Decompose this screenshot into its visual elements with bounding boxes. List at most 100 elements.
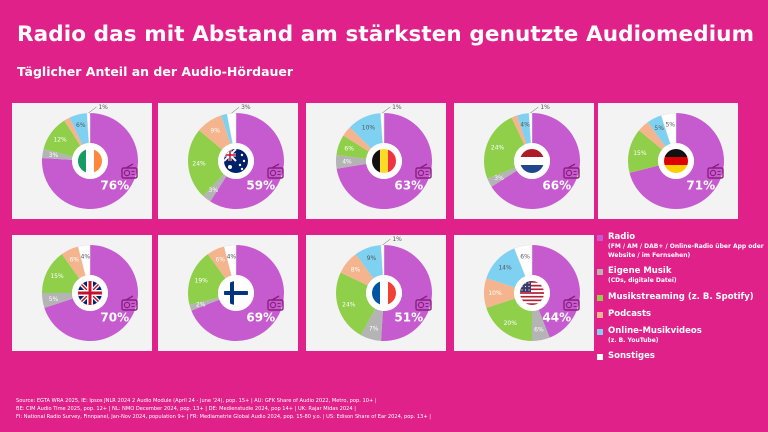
legend-label: Podcasts — [608, 308, 652, 319]
legend: Radio (FM / AM / DAB+ / Online-Radio übe… — [597, 232, 765, 368]
radio-icon — [707, 163, 724, 179]
donut-chart: 69% 2% 19% 6% 4% — [188, 244, 284, 341]
donut-chart: 66% 3% 24% 4% 1% — [484, 104, 580, 209]
slice-eigene-musik — [360, 308, 383, 341]
radio-icon — [563, 295, 580, 311]
value-label-eigene-musik: 5% — [49, 296, 59, 303]
legend-swatch-radio — [597, 235, 603, 241]
legend-label: Online-Musikvideos — [608, 325, 702, 336]
value-label-sonstiges: 3% — [241, 104, 251, 111]
slice-podcasts — [340, 254, 374, 286]
value-label-radio: 44% — [542, 310, 571, 324]
donut-chart: 63% 4% 6% 10% 1% — [336, 104, 432, 209]
slice-musikstreaming — [188, 130, 224, 196]
slice-eigene-musik — [203, 174, 227, 202]
slice-podcasts — [199, 115, 231, 150]
value-label-online-musikvideos: 6% — [76, 122, 86, 129]
donut-card-nl: 66% 3% 24% 4% 1% — [454, 103, 594, 219]
donut-card-be: 63% 4% 6% 10% 1% — [306, 103, 446, 219]
value-label-online-musikvideos: 5% — [654, 125, 664, 132]
value-label-podcasts: 6% — [69, 257, 79, 264]
source-line: FI: National Radio Survey, Finnpanel, Ja… — [16, 414, 431, 420]
slice-radio — [491, 113, 580, 209]
legend-swatch-sonstiges — [597, 354, 603, 360]
slice-radio — [532, 245, 580, 338]
value-label-musikstreaming: 6% — [344, 146, 354, 153]
slice-eigene-musik — [189, 297, 220, 311]
ireland-flag — [78, 149, 102, 173]
value-label-eigene-musik: 4% — [342, 159, 352, 166]
value-label-eigene-musik: 3% — [494, 175, 504, 182]
value-label-sonstiges: 5% — [665, 121, 675, 128]
finland-flag — [224, 281, 248, 305]
value-label-sonstiges: 6% — [520, 254, 530, 261]
legend-note: (FM / AM / DAB+ / Online-Radio über App … — [608, 243, 764, 259]
radio-icon — [121, 163, 138, 179]
radio-icon — [563, 163, 580, 179]
leader-line — [530, 106, 539, 114]
legend-label: Radio — [608, 232, 636, 242]
value-label-eigene-musik: 3% — [209, 187, 219, 194]
legend-item-sonstiges: Sonstiges — [597, 351, 765, 362]
value-label-online-musikvideos: 4% — [520, 122, 530, 129]
belgium-flag — [372, 149, 396, 173]
slice-online-musikvideos — [69, 113, 89, 145]
donut-card-uk: 70% 5% 15% 6% 4% — [12, 235, 152, 351]
value-label-eigene-musik: 2% — [196, 301, 206, 308]
legend-label: Eigene Musik — [608, 266, 672, 276]
slice-radio — [629, 113, 724, 209]
legend-item-podcasts: Podcasts — [597, 309, 765, 320]
value-label-eigene-musik: 7% — [369, 326, 379, 333]
leader-line — [88, 106, 97, 114]
value-label-online-musikvideos: 14% — [498, 265, 512, 272]
slice-podcasts — [639, 122, 666, 150]
radio-icon — [415, 163, 432, 179]
value-label-radio: 69% — [246, 310, 275, 324]
donut-chart: 76% 3% 12% 6% 1% — [42, 104, 138, 209]
value-label-podcasts: 6% — [215, 257, 225, 264]
source-line: Source: EGTA WRA 2025, IE: Ipsos JNLR 20… — [16, 398, 377, 404]
value-label-radio: 66% — [542, 178, 571, 192]
legend-item-radio: Radio (FM / AM / DAB+ / Online-Radio übe… — [597, 232, 765, 260]
value-label-radio: 51% — [394, 310, 423, 324]
donut-chart: 44% 6% 20% 10% 14% 6% — [484, 244, 580, 341]
radio-icon — [267, 295, 284, 311]
donut-card-fr: 51% 7% 24% 8% 9% 1% — [306, 235, 446, 351]
slice-eigene-musik — [42, 149, 73, 160]
value-label-radio: 71% — [686, 178, 715, 192]
slice-radio — [380, 245, 433, 341]
slice-podcasts — [511, 115, 527, 145]
slice-radio — [191, 245, 284, 341]
usa-flag — [520, 281, 544, 305]
value-label-online-musikvideos: 9% — [367, 255, 377, 262]
slice-podcasts — [343, 127, 372, 152]
value-label-podcasts: 10% — [488, 290, 502, 297]
uk-flag — [78, 281, 102, 305]
value-label-musikstreaming: 15% — [50, 273, 64, 280]
source-line: BE: CIM Audio Time 2025, pop. 12+ | NL: … — [16, 406, 356, 412]
donut-card-au: 59% 3% 24% 9% 3% — [158, 103, 298, 219]
slice-radio — [44, 245, 138, 341]
donut-card-de: 71% 15% 5% 5% — [598, 103, 738, 219]
leader-line — [231, 107, 240, 114]
slice-musikstreaming — [43, 120, 81, 157]
slice-eigene-musik — [532, 309, 550, 341]
slice-online-musikvideos — [221, 113, 233, 144]
value-label-eigene-musik: 6% — [534, 326, 544, 333]
slice-online-musikvideos — [349, 113, 383, 149]
value-label-musikstreaming: 12% — [53, 136, 67, 143]
legend-label: Musikstreaming (z. B. Spotify) — [608, 291, 754, 302]
page-title: Radio das mit Abstand am stärksten genut… — [17, 22, 755, 47]
value-label-sonstiges: 1% — [540, 104, 550, 111]
value-label-musikstreaming: 24% — [491, 144, 505, 151]
value-label-musikstreaming: 19% — [195, 277, 209, 284]
leader-line — [382, 106, 391, 114]
value-label-musikstreaming: 24% — [342, 301, 356, 308]
donut-chart: 59% 3% 24% 9% 3% — [188, 104, 284, 209]
value-label-radio: 59% — [246, 178, 275, 192]
slice-musikstreaming — [336, 135, 369, 159]
legend-swatch-eigene-musik — [597, 269, 603, 275]
slice-podcasts — [484, 278, 515, 308]
slice-musikstreaming — [42, 254, 80, 293]
radio-icon — [121, 295, 138, 311]
